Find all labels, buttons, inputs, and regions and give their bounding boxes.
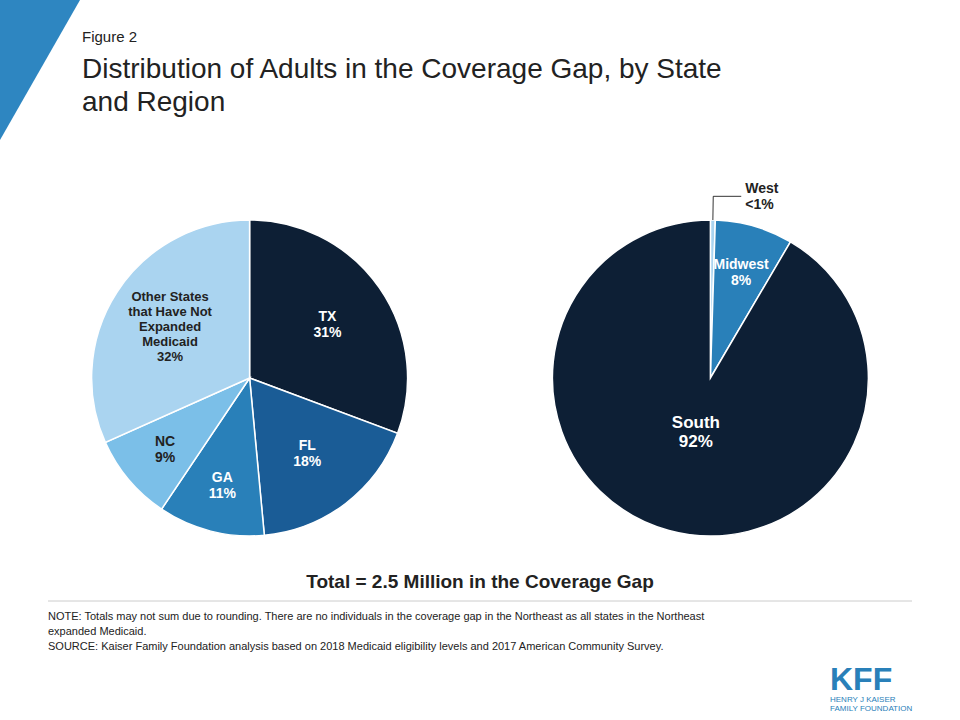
slice-value-label: <1% [745, 196, 774, 212]
slice-category-label: TX [319, 308, 338, 324]
pie-slices [92, 220, 408, 536]
slice-category-label: FL [299, 437, 317, 453]
note-text: NOTE: Totals may not sum due to rounding… [48, 610, 704, 652]
slice-value-label: 8% [731, 272, 752, 288]
pie-labels: West<1% Midwest8% South92% [672, 180, 779, 451]
slice-value-label: 32% [157, 349, 183, 364]
figure-label: Figure 2 [82, 28, 137, 45]
slice-value-label: 31% [313, 324, 342, 340]
slice-value-label: 92% [679, 432, 713, 451]
leader-line [713, 196, 741, 220]
slice-category-label: Midwest [713, 256, 769, 272]
slice-value-label: 9% [155, 449, 176, 465]
logo-subtext: HENRY J KAISERFAMILY FOUNDATION [830, 695, 912, 713]
slice-category-label: West [745, 180, 779, 196]
pie-slice [552, 220, 868, 536]
slice-value-label: 11% [209, 485, 237, 501]
pie-slices [552, 220, 868, 536]
slice-category-label: Other Statesthat Have NotExpandedMedicai… [128, 289, 212, 349]
pie-labels: TX31% FL18% GA11% NC9% Other Statesthat Have… [128, 289, 342, 501]
separator [48, 601, 912, 602]
pie-slice [250, 378, 398, 535]
slice-value-label: 18% [293, 453, 322, 469]
pie-slice [92, 220, 250, 442]
chart-root: Figure 2 Distribution of Adults in the Co… [0, 0, 960, 720]
total-text: Total = 2.5 Million in the Coverage Gap [306, 571, 654, 592]
logo-text: KFF [830, 661, 892, 697]
slice-category-label: GA [212, 469, 233, 485]
slice-category-label: NC [155, 433, 175, 449]
slice-category-label: South [672, 413, 720, 432]
chart-title: Distribution of Adults in the Coverage G… [82, 53, 722, 117]
corner-decoration [0, 0, 80, 140]
background [0, 0, 960, 720]
